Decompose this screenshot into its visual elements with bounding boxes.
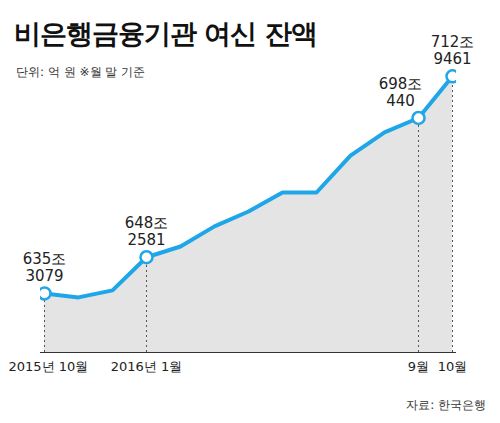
svg-text:2016년 1월: 2016년 1월 xyxy=(111,359,183,374)
svg-text:698조440: 698조440 xyxy=(379,75,423,110)
html-text:비은행금융기관 여신 잔액: 비은행금융기관 여신 잔액 xyxy=(14,18,317,49)
svg-text:635조3079: 635조3079 xyxy=(23,250,67,285)
svg-text:10월: 10월 xyxy=(438,359,468,374)
svg-text:9월: 9월 xyxy=(408,359,429,374)
svg-text:712조9461: 712조9461 xyxy=(431,33,475,68)
html-text:자료: 한국은행: 자료: 한국은행 xyxy=(406,398,486,412)
svg-text:2015년 10월: 2015년 10월 xyxy=(9,359,89,374)
svg-text:648조2581: 648조2581 xyxy=(125,214,169,249)
html-text:단위: 억 원 ※월 말 기준: 단위: 억 원 ※월 말 기준 xyxy=(16,65,146,79)
